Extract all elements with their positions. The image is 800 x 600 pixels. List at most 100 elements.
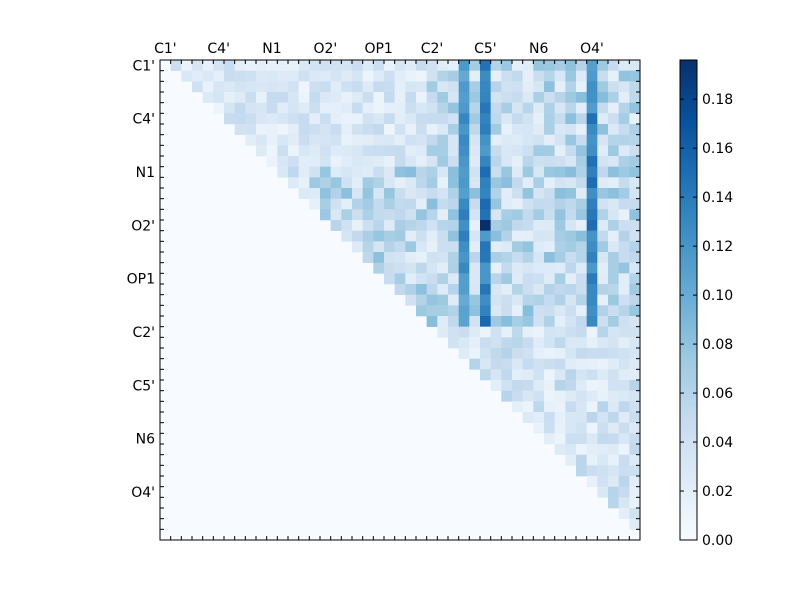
heatmap-cell xyxy=(544,145,555,157)
heatmap-cell xyxy=(608,444,619,455)
heatmap-cell xyxy=(554,241,566,253)
heatmap-cell xyxy=(522,326,534,338)
heatmap-cell xyxy=(629,412,641,423)
heatmap-cell xyxy=(490,273,502,285)
heatmap-cell xyxy=(469,337,481,349)
heatmap-cell xyxy=(437,92,449,103)
heatmap-cell xyxy=(480,188,491,199)
heatmap-cell xyxy=(608,60,619,71)
heatmap-cell xyxy=(554,209,566,221)
heatmap-cell xyxy=(437,81,449,93)
heatmap-cell xyxy=(394,70,406,82)
heatmap-cell xyxy=(512,156,523,167)
heatmap-cell xyxy=(266,60,278,71)
y-tick-label: O2' xyxy=(131,218,155,234)
heatmap-cell xyxy=(608,348,619,359)
heatmap-cell xyxy=(533,166,545,178)
heatmap-cell xyxy=(234,60,246,71)
heatmap-cell xyxy=(309,198,321,210)
heatmap-cell xyxy=(586,124,598,135)
heatmap-cell xyxy=(629,518,641,530)
heatmap-cell xyxy=(533,124,545,135)
heatmap-cell xyxy=(480,209,491,221)
heatmap-cell xyxy=(437,316,449,327)
heatmap-cell xyxy=(629,220,641,231)
heatmap-cell xyxy=(522,198,534,210)
heatmap-cell xyxy=(426,102,438,114)
heatmap-cell xyxy=(448,337,459,349)
heatmap-cell xyxy=(533,348,545,359)
heatmap-cell xyxy=(341,230,353,242)
heatmap-cell xyxy=(405,220,417,231)
heatmap-cell xyxy=(544,273,555,285)
heatmap-cell xyxy=(576,177,587,189)
heatmap-cell xyxy=(576,262,587,274)
heatmap-cell xyxy=(522,230,534,242)
heatmap-cell xyxy=(469,113,481,125)
heatmap-cell xyxy=(544,134,555,146)
heatmap-cell xyxy=(501,70,513,82)
heatmap-cell xyxy=(565,294,577,306)
heatmap-cell xyxy=(320,188,331,199)
heatmap-cell xyxy=(501,294,513,306)
heatmap-cell xyxy=(320,81,331,93)
heatmap-cell xyxy=(533,241,545,253)
heatmap-cell xyxy=(490,220,502,231)
heatmap-cell xyxy=(490,70,502,82)
heatmap-cell xyxy=(618,145,630,157)
heatmap-cell xyxy=(480,326,491,338)
heatmap-cell xyxy=(362,198,374,210)
heatmap-cell xyxy=(266,156,278,167)
heatmap-cell xyxy=(480,241,491,253)
heatmap-cell xyxy=(480,369,491,381)
heatmap-cell xyxy=(320,124,331,135)
heatmap-cell xyxy=(522,358,534,370)
heatmap-cell xyxy=(394,262,406,274)
heatmap-cell xyxy=(629,252,641,263)
heatmap-cell xyxy=(533,422,545,434)
heatmap-cell xyxy=(234,81,246,93)
heatmap-cell xyxy=(341,177,353,189)
heatmap-cell xyxy=(320,177,331,189)
heatmap-cell xyxy=(330,188,342,199)
heatmap-cell xyxy=(266,81,278,93)
heatmap-cell xyxy=(405,113,417,125)
heatmap-cell xyxy=(469,81,481,93)
heatmap-cell xyxy=(394,230,406,242)
heatmap-cell xyxy=(586,145,598,157)
heatmap-cell xyxy=(362,113,374,125)
heatmap-cell xyxy=(608,273,619,285)
heatmap-cell xyxy=(437,188,449,199)
heatmap-cell xyxy=(522,92,534,103)
heatmap-cell xyxy=(597,220,609,231)
heatmap-cell xyxy=(565,326,577,338)
heatmap-cell xyxy=(469,70,481,82)
heatmap-cell xyxy=(373,166,385,178)
heatmap-cell xyxy=(309,166,321,178)
heatmap-cell xyxy=(576,337,587,349)
heatmap-cell xyxy=(618,70,630,82)
heatmap-cell xyxy=(512,209,523,221)
heatmap-cell xyxy=(522,220,534,231)
y-tick-label: N6 xyxy=(136,432,155,448)
heatmap-cell xyxy=(586,70,598,82)
heatmap-cell xyxy=(458,188,470,199)
heatmap-cell xyxy=(629,422,641,434)
heatmap-cell xyxy=(490,134,502,146)
heatmap-cell xyxy=(629,326,641,338)
heatmap-cell xyxy=(384,273,395,285)
heatmap-cell xyxy=(352,156,363,167)
heatmap-cell xyxy=(224,60,235,71)
heatmap-cell xyxy=(533,145,545,157)
heatmap-cell xyxy=(426,156,438,167)
heatmap-cell xyxy=(544,326,555,338)
heatmap-cell xyxy=(576,401,587,413)
heatmap-cell xyxy=(245,81,257,93)
heatmap-cell xyxy=(352,188,363,199)
heatmap-cells xyxy=(160,60,641,540)
heatmap-cell xyxy=(458,113,470,125)
heatmap-cell xyxy=(533,92,545,103)
heatmap-cell xyxy=(352,124,363,135)
heatmap-cell xyxy=(480,262,491,274)
heatmap-cell xyxy=(554,444,566,455)
